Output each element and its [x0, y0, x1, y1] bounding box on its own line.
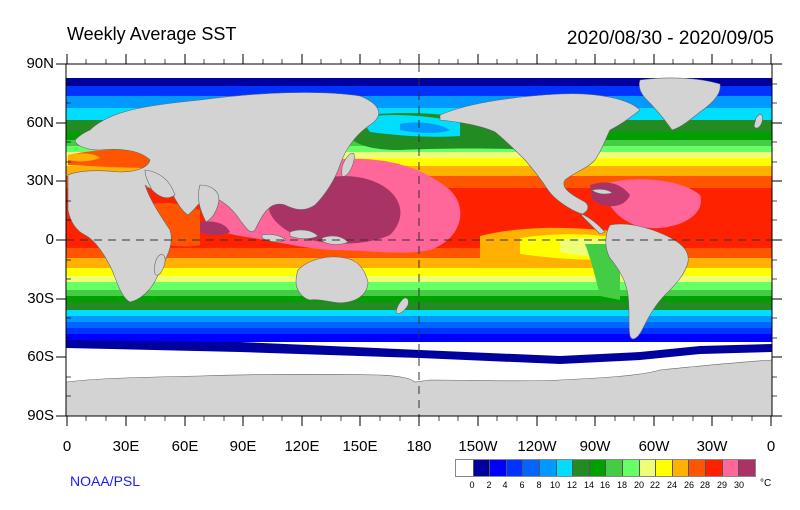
colorbar-swatch [572, 460, 589, 476]
x-label-0: 0 [62, 438, 72, 455]
y-label-30n: 30N [26, 172, 54, 189]
colorbar-swatch [522, 460, 539, 476]
colorbar-swatch [655, 460, 672, 476]
colorbar-label: 0 [469, 480, 475, 490]
colorbar-swatch [738, 460, 755, 476]
colorbar-swatch [621, 460, 639, 476]
colorbar-label: 16 [599, 480, 610, 490]
x-label-150e: 150E [342, 438, 378, 455]
x-label-150w: 150W [458, 438, 498, 455]
colorbar-label: 22 [649, 480, 660, 490]
x-label-180: 180 [406, 438, 432, 455]
y-label-30s: 30S [27, 290, 54, 307]
colorbar-label: 8 [536, 480, 542, 490]
colorbar-label: 6 [519, 480, 525, 490]
colorbar-swatch [538, 460, 556, 476]
y-label-60s: 60S [27, 348, 54, 365]
colorbar-label: 18 [616, 480, 627, 490]
y-label-90n: 90N [26, 55, 54, 72]
colorbar-label: 30 [733, 480, 744, 490]
chart-title: Weekly Average SST [67, 24, 237, 44]
colorbar-swatch [472, 460, 490, 476]
colorbar-label: 26 [683, 480, 694, 490]
x-label-0-end: 0 [766, 438, 776, 455]
colorbar-swatch [605, 460, 622, 476]
colorbar-label: 29 [716, 480, 727, 490]
x-label-30e: 30E [112, 438, 140, 455]
colorbar-swatch [555, 460, 573, 476]
colorbar-label: 14 [583, 480, 594, 490]
x-label-120w: 120W [517, 438, 557, 455]
x-label-60e: 60E [171, 438, 199, 455]
colorbar-swatch [638, 460, 656, 476]
colorbar-label: 10 [549, 480, 560, 490]
colorbar-swatch [489, 460, 506, 476]
colorbar-unit: °C [760, 478, 772, 489]
colorbar-swatch [704, 460, 722, 476]
colorbar-swatch [588, 460, 606, 476]
y-label-60n: 60N [26, 114, 54, 131]
colorbar-label: 2 [486, 480, 492, 490]
x-label-60w: 60W [638, 438, 670, 455]
x-label-120e: 120E [284, 438, 320, 455]
x-label-90w: 90W [579, 438, 611, 455]
colorbar-swatch [721, 460, 739, 476]
colorbar-label: 28 [699, 480, 710, 490]
credit-label: NOAA/PSL [70, 473, 141, 489]
date-range: 2020/08/30 - 2020/09/05 [566, 28, 774, 49]
colorbar-label: 4 [502, 480, 508, 490]
colorbar-label: 12 [566, 480, 577, 490]
colorbar-swatch [688, 460, 705, 476]
colorbar-label: 24 [666, 480, 677, 490]
colorbar-swatch [505, 460, 523, 476]
colorbar-swatch [456, 460, 473, 476]
y-label-90s: 90S [27, 407, 54, 424]
colorbar-label: 20 [633, 480, 644, 490]
y-label-0: 0 [45, 231, 54, 248]
colorbar-swatch [671, 460, 689, 476]
x-label-90e: 90E [229, 438, 257, 455]
colorbar [455, 459, 756, 477]
x-label-30w: 30W [696, 438, 728, 455]
